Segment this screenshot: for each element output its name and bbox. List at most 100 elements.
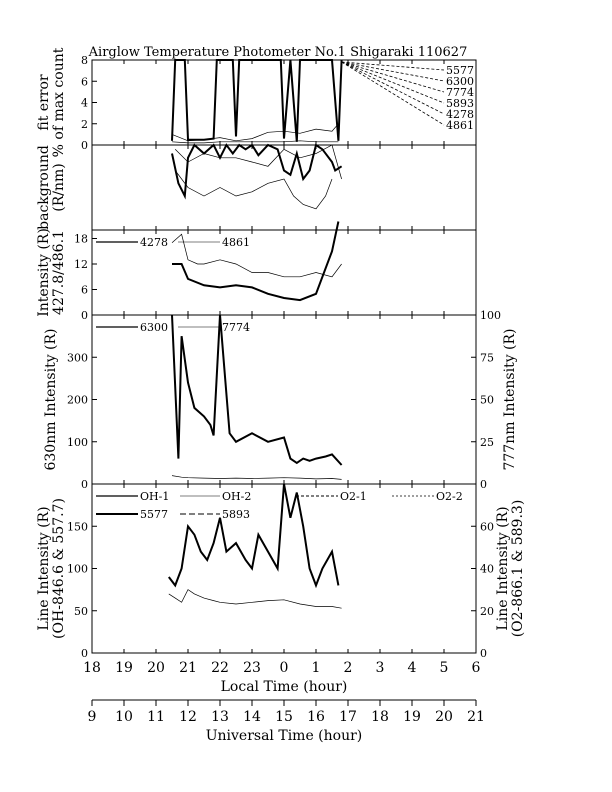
series-7774 xyxy=(171,475,342,480)
series-s1 xyxy=(171,123,339,142)
x-axis-label-local: Local Time (hour) xyxy=(221,679,348,695)
y-tick-label: 0 xyxy=(81,478,88,491)
y-tick-label-right: 0 xyxy=(480,478,487,491)
series-s2 xyxy=(171,140,339,144)
x-tick-label-local: 23 xyxy=(243,660,261,676)
x-tick-label-local: 18 xyxy=(83,660,101,676)
panel-fit-error: 0 2 4 6 8 fit error% of max count 557763007774… xyxy=(36,47,477,157)
panel-intensity-blue: 0 6 12 18 Intensity (R) 427.8/486.1 4278 4861 xyxy=(36,221,477,322)
x-tick-label-ut: 11 xyxy=(147,709,165,725)
legend-label: OH-1 xyxy=(140,490,169,503)
y-tick-label: 50 xyxy=(74,605,88,618)
y-tick-label-right: 50 xyxy=(480,394,494,407)
x-tick-label-ut: 17 xyxy=(339,709,357,725)
x-tick-label-local: 19 xyxy=(115,660,133,676)
y-tick-label: 8 xyxy=(81,54,88,67)
y-tick-label: 6 xyxy=(81,75,88,88)
y-tick-label: 18 xyxy=(74,233,88,246)
x-tick-label-ut: 16 xyxy=(307,709,325,725)
legend-leader xyxy=(341,61,445,104)
legend-label: O2-2 xyxy=(436,490,463,503)
y-tick-label: 200 xyxy=(67,394,88,407)
x-tick-label-ut: 15 xyxy=(275,709,293,725)
x-tick-label-local: 5 xyxy=(440,660,449,676)
legend-label: 5577 xyxy=(140,508,168,521)
series-s1 xyxy=(174,170,333,210)
y-tick-label-right: 25 xyxy=(480,436,494,449)
y-axis-label: Intensity (R) xyxy=(36,228,52,317)
legend-label: 6300 xyxy=(446,75,474,88)
y-tick-label-right: 40 xyxy=(480,563,494,576)
y-axis-label: (R/nm) xyxy=(51,163,67,211)
y-tick-label: 0 xyxy=(81,647,88,660)
legend-label: 4278 xyxy=(446,108,474,121)
x-tick-label-ut: 9 xyxy=(88,709,97,725)
y-axis-label: % of max count xyxy=(51,47,67,157)
x-tick-label-local: 4 xyxy=(408,660,417,676)
x-tick-label-ut: 19 xyxy=(403,709,421,725)
y-tick-label: 4 xyxy=(81,97,88,110)
y-tick-label: 0 xyxy=(81,139,88,152)
y-axis-label-right: 777nm Intensity (R) xyxy=(502,328,518,470)
x-tick-label-ut: 20 xyxy=(435,709,453,725)
panel-background: background (R/nm) xyxy=(36,143,477,231)
series-s0 xyxy=(171,143,343,200)
series-s2 xyxy=(174,144,342,180)
y-tick-label: 12 xyxy=(74,258,88,271)
y-axis-label-right: (O2-866.1 & 589.3) xyxy=(510,500,526,638)
legend-label: 5893 xyxy=(446,97,474,110)
x-tick-label-ut: 18 xyxy=(371,709,389,725)
x-tick-label-ut: 10 xyxy=(115,709,133,725)
x-tick-label-local: 20 xyxy=(147,660,165,676)
series-4861 xyxy=(171,233,342,278)
panel-frame xyxy=(91,144,477,231)
y-tick-label: 150 xyxy=(67,520,88,533)
legend-leader xyxy=(341,61,445,71)
series-6300 xyxy=(171,314,343,466)
legend-label: 7774 xyxy=(446,86,474,99)
legend-label: 5893 xyxy=(222,508,250,521)
y-tick-label: 100 xyxy=(67,436,88,449)
legend-leader xyxy=(341,61,445,115)
x-tick-label-local: 1 xyxy=(312,660,321,676)
y-tick-label: 300 xyxy=(67,351,88,364)
y-tick-label-right: 20 xyxy=(480,605,494,618)
y-axis-label-right: Line Intensity (R) xyxy=(495,506,511,630)
panel-intensity-630-777: 0 100 200 300 0 25 50 75 100 630nm Intensity (R) 7… xyxy=(43,309,518,491)
y-tick-label-right: 0 xyxy=(480,647,487,660)
legend-leader xyxy=(341,61,445,93)
series-OH-1 xyxy=(168,589,342,609)
panel-frame xyxy=(91,314,477,485)
legend-label: OH-2 xyxy=(222,490,251,503)
x-axis-label-ut: Universal Time (hour) xyxy=(206,728,363,744)
chart-title: Airglow Temperature Photometer No.1 Shig… xyxy=(88,45,468,60)
legend-label: 5577 xyxy=(446,64,474,77)
x-tick-label-ut: 21 xyxy=(467,709,485,725)
y-tick-label-right: 60 xyxy=(480,520,494,533)
x-tick-label-local: 21 xyxy=(179,660,197,676)
series-s0 xyxy=(171,59,343,142)
series-4278 xyxy=(172,221,340,302)
legend-label: 4861 xyxy=(222,236,250,249)
legend-label: O2-1 xyxy=(340,490,367,503)
y-axis-label: Line Intensity (R) xyxy=(36,506,52,630)
y-axis-label: background xyxy=(36,145,52,230)
x-tick-label-local: 22 xyxy=(211,660,229,676)
x-tick-label-local: 6 xyxy=(472,660,481,676)
legend-label: 4278 xyxy=(140,236,168,249)
x-tick-label-local: 2 xyxy=(344,660,353,676)
x-tick-label-local: 3 xyxy=(376,660,385,676)
x-tick-label-ut: 12 xyxy=(179,709,197,725)
y-tick-label: 6 xyxy=(81,284,88,297)
legend-label: 6300 xyxy=(140,321,168,334)
y-axis-label: fit error xyxy=(36,74,52,131)
y-tick-label: 2 xyxy=(81,118,88,131)
legend-label: 4861 xyxy=(446,119,474,132)
legend-label: 7774 xyxy=(222,321,250,334)
y-axis-label: (OH-846.6 & 557.7) xyxy=(51,498,67,639)
y-tick-label: 0 xyxy=(81,309,88,322)
x-tick-label-ut: 14 xyxy=(243,709,261,725)
